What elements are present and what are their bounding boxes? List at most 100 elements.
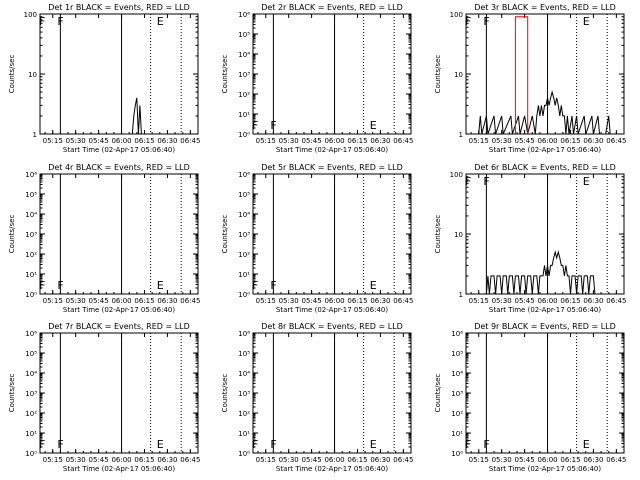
x-axis-label: Start Time (02-Apr-17 05:06:40) [63, 306, 175, 314]
panel-title: Det 2r BLACK = Events, RED = LLD [261, 3, 403, 12]
x-tick-label: 05:45 [89, 137, 109, 145]
y-axis-label: Counts/sec [8, 55, 16, 94]
x-tick-label: 06:00 [111, 297, 131, 305]
plot-frame [252, 173, 412, 295]
x-tick-label: 06:45 [393, 456, 413, 464]
panel-title: Det 3r BLACK = Events, RED = LLD [474, 3, 616, 12]
y-tick-label: 10⁵ [25, 191, 37, 199]
x-axis-label: Start Time (02-Apr-17 05:06:40) [489, 465, 601, 473]
x-tick-label: 06:00 [324, 456, 344, 464]
y-axis-label: Counts/sec [221, 374, 229, 413]
y-tick-label: 10¹ [238, 111, 250, 119]
x-tick-label: 06:30 [157, 137, 177, 145]
y-tick-label: 10⁴ [238, 370, 250, 378]
x-tick-label: 06:45 [606, 456, 626, 464]
flag-f: F [483, 15, 489, 28]
flag-f: F [39, 15, 45, 28]
x-tick-label: 05:45 [89, 456, 109, 464]
y-tick-label: 10⁶ [238, 11, 250, 19]
panel-det4: Det 4r BLACK = Events, RED = LLD Start Ti… [8, 163, 200, 314]
flag-f: F [39, 438, 45, 451]
x-tick-label: 06:30 [583, 137, 603, 145]
y-tick-label: 10⁶ [25, 330, 37, 338]
y-tick-label: 1 [33, 131, 37, 139]
x-axis-label: Start Time (02-Apr-17 05:06:40) [63, 465, 175, 473]
y-tick-label: 10¹ [238, 430, 250, 438]
x-tick-label: 05:45 [302, 297, 322, 305]
x-tick-label: 05:15 [256, 297, 276, 305]
flag-e: E [583, 438, 590, 451]
x-tick-label: 06:15 [347, 137, 367, 145]
y-tick-label: 10² [238, 410, 250, 418]
x-axis-label: Start Time (02-Apr-17 05:06:40) [276, 146, 388, 154]
y-tick-label: 10⁵ [238, 191, 250, 199]
y-axis-label: Counts/sec [434, 55, 442, 94]
y-tick-label: 1 [459, 131, 463, 139]
plot-frame [465, 173, 625, 295]
x-tick-label: 06:15 [347, 456, 367, 464]
y-tick-label: 10⁰ [238, 131, 250, 139]
x-tick-label: 05:15 [43, 137, 63, 145]
x-tick-label: 06:15 [560, 297, 580, 305]
y-tick-label: 10⁰ [25, 450, 37, 458]
panel-title: Det 9r BLACK = Events, RED = LLD [474, 322, 616, 331]
x-tick-label: 05:45 [89, 297, 109, 305]
flag-f: F [465, 438, 471, 451]
y-tick-label: 10⁰ [238, 450, 250, 458]
flag-e: E [370, 438, 377, 451]
x-tick-label: 06:30 [157, 456, 177, 464]
panel-title: Det 1r BLACK = Events, RED = LLD [48, 3, 190, 12]
y-tick-label: 10³ [238, 71, 250, 79]
y-tick-label: 10⁵ [238, 350, 250, 358]
x-tick-label: 06:15 [560, 137, 580, 145]
plot-frame [39, 13, 199, 135]
x-tick-label: 05:15 [469, 456, 489, 464]
x-tick-label: 06:45 [180, 297, 200, 305]
y-tick-label: 10³ [238, 390, 250, 398]
y-tick-label: 10³ [451, 390, 463, 398]
x-tick-label: 05:30 [66, 297, 86, 305]
x-tick-label: 06:00 [324, 137, 344, 145]
x-axis-label: Start Time (02-Apr-17 05:06:40) [489, 146, 601, 154]
y-tick-label: 10³ [25, 390, 37, 398]
flag-e: E [583, 15, 590, 28]
y-tick-label: 10 [28, 71, 37, 79]
y-tick-label: 10⁴ [451, 370, 463, 378]
flag-f: F [270, 438, 276, 451]
x-tick-label: 06:30 [583, 456, 603, 464]
x-tick-label: 05:15 [43, 456, 63, 464]
panel-det8: Det 8r BLACK = Events, RED = LLD Start Ti… [221, 322, 413, 473]
y-tick-label: 100 [450, 171, 463, 179]
panel-det3: Det 3r BLACK = Events, RED = LLD Start Ti… [434, 3, 626, 154]
panel-det2: Det 2r BLACK = Events, RED = LLD Start Ti… [221, 3, 413, 154]
flag-f: F [57, 15, 63, 28]
x-tick-label: 06:30 [583, 297, 603, 305]
panel-det1: Det 1r BLACK = Events, RED = LLD Start Ti… [8, 3, 200, 154]
y-tick-label: 10⁰ [25, 291, 37, 299]
y-tick-label: 10¹ [238, 271, 250, 279]
x-tick-label: 06:45 [180, 137, 200, 145]
panel-title: Det 8r BLACK = Events, RED = LLD [261, 322, 403, 331]
plot-frame [252, 13, 412, 135]
panel-det9: Det 9r BLACK = Events, RED = LLD Start Ti… [434, 322, 626, 473]
x-tick-label: 06:45 [393, 297, 413, 305]
y-tick-label: 10² [25, 410, 37, 418]
x-tick-label: 05:30 [279, 456, 299, 464]
x-tick-label: 06:15 [560, 456, 580, 464]
flag-f: F [465, 175, 471, 188]
x-tick-label: 06:00 [537, 137, 557, 145]
x-tick-label: 06:30 [157, 297, 177, 305]
panel-title: Det 6r BLACK = Events, RED = LLD [474, 163, 616, 172]
y-tick-label: 10¹ [451, 430, 463, 438]
x-tick-label: 05:30 [66, 137, 86, 145]
flag-f: F [57, 279, 63, 292]
y-tick-label: 10¹ [25, 271, 37, 279]
x-tick-label: 06:30 [370, 456, 390, 464]
y-tick-label: 10⁶ [238, 330, 250, 338]
y-tick-label: 10⁴ [25, 211, 37, 219]
plot-frame [39, 173, 199, 295]
x-tick-label: 05:45 [302, 456, 322, 464]
x-tick-label: 06:15 [134, 297, 154, 305]
flag-e: E [370, 279, 377, 292]
plot-frame [39, 332, 199, 454]
